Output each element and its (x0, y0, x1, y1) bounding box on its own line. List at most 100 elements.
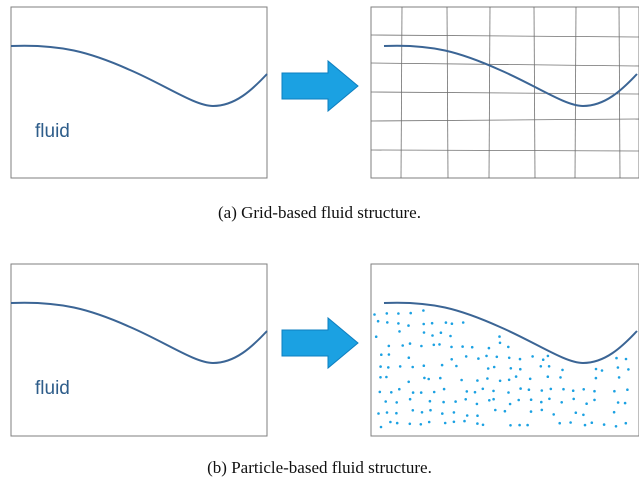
particle-dot (450, 358, 454, 361)
particle-dot (507, 391, 510, 394)
particle-dot (411, 391, 415, 394)
particle-dot (442, 387, 446, 391)
caption-b: (b) Particle-based fluid structure. (207, 458, 432, 477)
particle-dot (395, 411, 398, 415)
row-a-right-fluid-surface (383, 44, 638, 108)
particle-dot (427, 377, 431, 381)
particle-dot (460, 378, 463, 382)
particle-dot (495, 355, 499, 359)
particle-dot (408, 422, 412, 426)
particle-dot (561, 368, 564, 372)
particle-dot (492, 397, 495, 401)
grid-line-horizontal (371, 149, 639, 152)
particle-dot (560, 401, 563, 404)
particle-dot (507, 345, 510, 349)
particle-dot (509, 424, 512, 427)
particle-dot (422, 364, 426, 368)
particle-dot (386, 321, 389, 324)
row-b-left-fluid-surface (10, 301, 268, 365)
particle-dot (423, 376, 426, 380)
row-b-left-panel: fluid (10, 263, 268, 437)
particle-dot (398, 330, 401, 333)
particle-dot (444, 321, 448, 324)
particle-dot (408, 397, 412, 401)
particle-dot (492, 365, 496, 369)
particle-dot (373, 313, 376, 316)
particle-dot (385, 411, 389, 414)
particle-dot (431, 334, 434, 337)
particle-dot (475, 402, 479, 406)
row-b-arrow (281, 316, 359, 370)
particle-dot (389, 420, 392, 424)
particle-dot (452, 420, 456, 424)
row-a-grid (371, 7, 639, 178)
particle-dot (461, 321, 465, 324)
particle-dot (385, 312, 389, 315)
particle-dot (594, 367, 598, 371)
particle-dot (613, 389, 616, 393)
particle-dot (572, 397, 575, 401)
particle-dot (569, 421, 572, 424)
particle-dot (465, 414, 469, 417)
particle-dot (452, 411, 456, 414)
particle-dot (623, 401, 627, 405)
particle-dot (627, 368, 630, 371)
particle-dot (387, 366, 390, 369)
particle-dot (407, 380, 411, 384)
particle-dot (397, 312, 400, 315)
particle-dot (409, 311, 413, 315)
particle-dot (420, 344, 423, 348)
row-a-right-panel (370, 6, 639, 179)
particle-dot (498, 341, 502, 345)
particle-dot (509, 367, 513, 370)
particle-dot (492, 389, 495, 393)
particle-dot (476, 414, 479, 418)
particle-dot (558, 421, 561, 425)
particle-dot (540, 389, 544, 392)
particle-dot (503, 409, 507, 413)
particle-dot (450, 322, 454, 326)
grid-line-horizontal (371, 118, 639, 122)
particle-dot (614, 425, 618, 428)
particle-dot (465, 390, 469, 393)
particle-dot (464, 398, 468, 401)
particle-dot (616, 366, 620, 369)
particle-dot (519, 387, 522, 390)
particle-dot (612, 410, 616, 414)
particle-dot (487, 346, 491, 350)
row-b-right-panel (370, 263, 639, 437)
particle-dot (508, 402, 512, 406)
particle-dot (419, 423, 423, 426)
particle-dot (540, 400, 543, 404)
particle-dot (494, 408, 497, 412)
particle-dot (401, 344, 405, 347)
particle-dot (486, 367, 490, 370)
particle-dot (430, 321, 434, 325)
particle-dot (429, 408, 432, 412)
particle-dot (529, 410, 533, 413)
particle-dot (470, 345, 474, 349)
particle-dot (432, 343, 436, 347)
particle-dot (514, 375, 518, 378)
row-b-right-frame (370, 263, 639, 437)
row-b-right-fluid-surface (383, 301, 638, 365)
particle-dot (590, 421, 594, 425)
row-a-left-panel: fluid (10, 6, 268, 179)
grid-line-horizontal (371, 34, 639, 38)
particle-dot (398, 387, 401, 391)
particle-dot (481, 423, 485, 427)
particle-dot (419, 391, 423, 394)
particle-dot (380, 353, 383, 357)
particle-dot (583, 423, 587, 427)
particle-dot (481, 387, 485, 391)
particle-dot (379, 425, 383, 429)
particle-dot (546, 354, 550, 358)
particle-dot (407, 356, 411, 360)
particle-dot (540, 408, 544, 412)
row-a-fluid-label: fluid (35, 121, 70, 142)
particle-dot (549, 387, 553, 391)
particle-dot (600, 369, 604, 372)
particle-dot (518, 423, 521, 427)
particle-dot (477, 357, 480, 360)
particle-dot (552, 413, 555, 416)
